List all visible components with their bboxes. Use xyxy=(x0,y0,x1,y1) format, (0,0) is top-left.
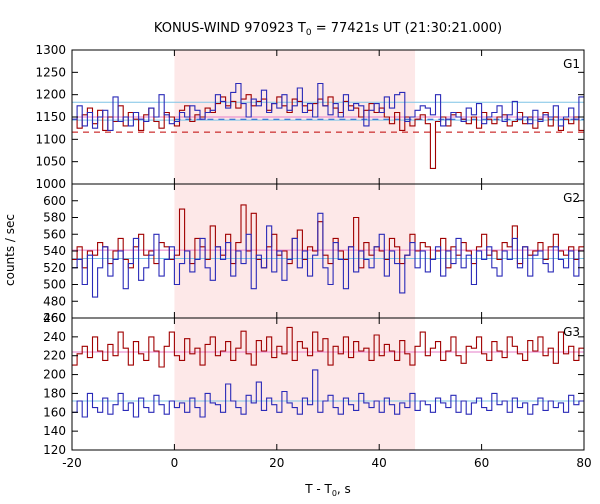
y-tick-label: 240 xyxy=(43,330,66,344)
y-tick-label: 1050 xyxy=(35,155,66,169)
y-axis-label: counts / sec xyxy=(3,214,17,286)
series-line-red xyxy=(72,94,584,169)
y-tick-label: 500 xyxy=(43,278,66,292)
chart-title: KONUS-WIND 970923 T0 = 77421s UT (21:30:… xyxy=(154,21,502,38)
y-tick-label: 120 xyxy=(43,443,66,457)
panel-label: G1 xyxy=(563,57,580,71)
y-tick-label: 260 xyxy=(43,311,66,325)
y-tick-label: 1300 xyxy=(35,43,66,57)
series-line-blue xyxy=(72,212,584,298)
y-tick-label: 200 xyxy=(43,368,66,382)
y-tick-label: 1150 xyxy=(35,110,66,124)
y-tick-label: 580 xyxy=(43,211,66,225)
panel-g1: 1000 1050 1100 1150 1200 1250 1300 G1 xyxy=(35,43,585,191)
panel-label: G2 xyxy=(563,191,580,205)
x-tick-label: 60 xyxy=(474,456,489,470)
panel-frame xyxy=(71,317,585,451)
y-tick-label: 1200 xyxy=(35,88,66,102)
y-tick-label: 1100 xyxy=(35,132,66,146)
y-tick-label: 140 xyxy=(43,424,66,438)
highlight-band xyxy=(174,184,416,318)
x-tick-label: 40 xyxy=(372,456,387,470)
y-tick-label: 480 xyxy=(43,294,66,308)
y-tick-label: 180 xyxy=(43,386,66,400)
y-tick-label: 540 xyxy=(43,244,66,258)
y-tick-label: 1250 xyxy=(35,65,66,79)
y-tick-label: 220 xyxy=(43,349,66,363)
y-tick-label: 160 xyxy=(43,405,66,419)
y-tick-label: 560 xyxy=(43,227,66,241)
series-line-blue xyxy=(72,82,584,131)
x-tick-label: -20 xyxy=(62,456,82,470)
panel-g3: 120 140 160 180 200 220 240 260 -20 0 20 40 60 80 G3 xyxy=(43,311,592,470)
y-tick-label: 1000 xyxy=(35,177,66,191)
panels-group: 1000105011001150120012501300G14604805005… xyxy=(35,43,591,470)
x-tick-label: 20 xyxy=(269,456,284,470)
panel-g2: 460 480 500 520 540 560 580 600 G2 xyxy=(43,183,585,325)
panel-label: G3 xyxy=(563,325,580,339)
series-line-blue xyxy=(72,369,584,418)
x-axis-label: T - T0, s xyxy=(304,482,351,498)
y-tick-label: 460 xyxy=(43,311,66,325)
y-tick-label: 520 xyxy=(43,261,66,275)
series-line-red xyxy=(72,326,584,368)
highlight-band xyxy=(174,318,416,450)
y-tick-label: 600 xyxy=(43,194,66,208)
x-tick-label: 80 xyxy=(576,456,591,470)
x-tick-label: 0 xyxy=(171,456,179,470)
